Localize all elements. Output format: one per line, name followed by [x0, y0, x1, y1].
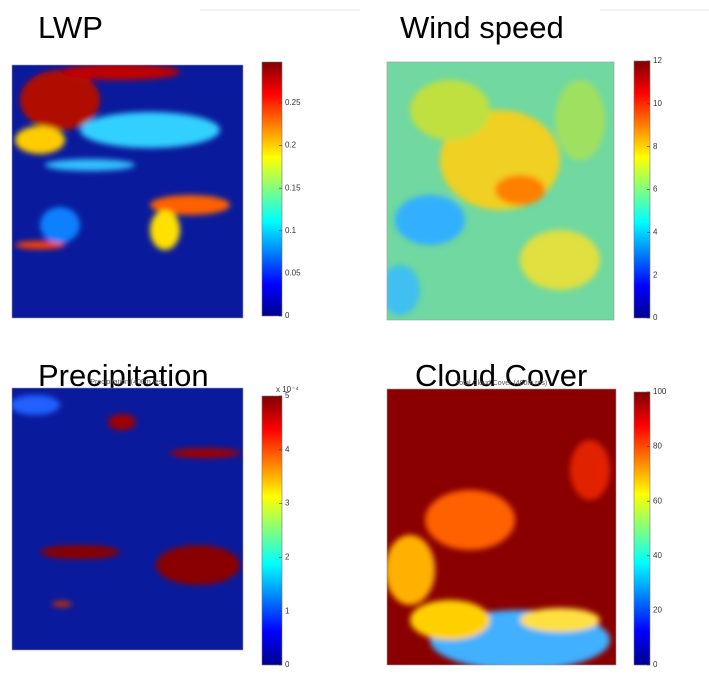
- texture-blob: [80, 112, 220, 148]
- texture-blob: [395, 195, 465, 245]
- texture-blob: [150, 210, 180, 250]
- heatmap-texture: [387, 440, 610, 665]
- texture-blob: [15, 241, 65, 249]
- texture-blob: [570, 440, 610, 500]
- colorbar-tick-label: 8: [653, 142, 658, 151]
- texture-blob: [12, 395, 60, 415]
- texture-blob: [520, 230, 600, 290]
- colorbar-tick-label: 0: [653, 660, 658, 669]
- texture-blob: [45, 159, 135, 171]
- texture-blob: [156, 545, 240, 585]
- plot-frame: [11, 64, 244, 319]
- panel-subtitle: Precipitation (400m res): [90, 379, 164, 386]
- colorbar-tick-label: 40: [653, 551, 662, 560]
- texture-blob: [495, 175, 545, 205]
- texture-blob: [520, 608, 600, 632]
- colorbar-tick-label: 0.05: [285, 268, 301, 277]
- panel-title: Precipitation: [38, 358, 209, 393]
- colorbar-tick-label: 4: [285, 445, 290, 454]
- colorbar-tick-label: 80: [653, 442, 662, 451]
- heatmap-texture: [15, 65, 230, 250]
- texture-blob: [555, 80, 605, 160]
- colorbar-tick-label: 10: [653, 99, 662, 108]
- colorbar-tick-label: 0: [285, 660, 290, 669]
- colorbar-tick-label: 3: [285, 499, 290, 508]
- panel-subtitle: Total Cloud Cover (400m res): [456, 380, 547, 387]
- plot-frame: [386, 61, 615, 321]
- colorbar-tick-label: 2: [285, 553, 290, 562]
- texture-blob: [387, 535, 435, 605]
- texture-blob: [15, 126, 65, 154]
- texture-blob: [150, 195, 230, 215]
- panel-title: Wind speed: [400, 10, 564, 45]
- texture-blob: [387, 265, 420, 315]
- texture-blob: [60, 65, 180, 80]
- colorbar: [633, 391, 651, 666]
- texture-blob: [20, 70, 100, 130]
- colorbar-tick-label: 0.2: [285, 141, 297, 150]
- colorbar-tick-label: 6: [653, 185, 658, 194]
- heatmap-texture: [12, 395, 240, 607]
- colorbar-tick-label: 0.1: [285, 226, 297, 235]
- heatmap-image: [12, 388, 243, 650]
- plot-frame: [386, 388, 617, 666]
- colorbar-tick-label: 0.15: [285, 183, 301, 192]
- heatmap-texture: [387, 80, 605, 315]
- texture-blob: [40, 545, 120, 559]
- texture-blob: [425, 490, 515, 550]
- colorbar-tick-label: 4: [653, 227, 658, 236]
- panel-title: Cloud Cover: [415, 358, 587, 393]
- texture-blob: [52, 601, 72, 607]
- colorbar: [261, 395, 283, 666]
- texture-blob: [40, 207, 80, 243]
- colorbar-tick-label: 0.25: [285, 98, 301, 107]
- colorbar-tick-label: 100: [653, 387, 667, 396]
- colorbar-tick-label: 5: [285, 391, 290, 400]
- colorbar-tick-label: 60: [653, 496, 662, 505]
- colorbar-tick-label: 0: [285, 311, 290, 320]
- colorbar-tick-label: 12: [653, 56, 662, 65]
- texture-blob: [410, 80, 490, 140]
- colorbar-tick-label: 20: [653, 606, 662, 615]
- plot-frame: [11, 387, 244, 651]
- texture-blob: [108, 414, 136, 430]
- colorbar-exponent: x 10⁻⁴: [276, 385, 299, 394]
- texture-blob: [410, 600, 490, 640]
- colorbar-tick-label: 2: [653, 270, 658, 279]
- colorbar-tick-label: 1: [285, 606, 290, 615]
- colorbar-tick-label: 0: [653, 313, 658, 322]
- texture-blob: [170, 448, 240, 458]
- colorbar: [261, 61, 283, 317]
- panel-title: LWP: [38, 10, 103, 45]
